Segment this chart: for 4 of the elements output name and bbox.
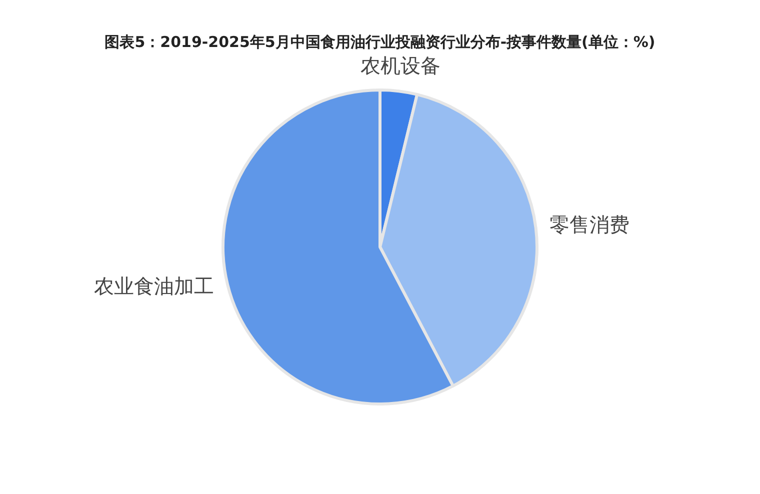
chart-title: 图表5：2019-2025年5月中国食用油行业投融资行业分布-按事件数量(单位：%) [104, 32, 656, 51]
slice-label: 农业食油加工 [94, 274, 214, 298]
slice-label: 零售消费 [550, 212, 630, 236]
slice-label: 农机设备 [360, 53, 440, 78]
